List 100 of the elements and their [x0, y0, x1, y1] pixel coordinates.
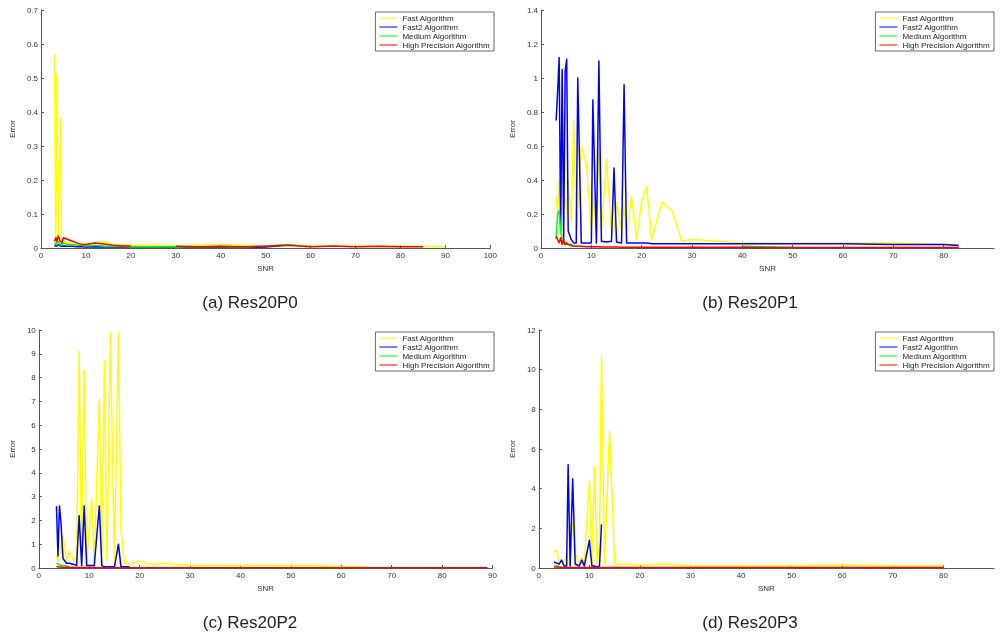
y-tick-label: 6 [31, 420, 37, 430]
x-tick-label: 40 [216, 250, 226, 260]
y-tick-label: 0.4 [526, 175, 539, 185]
x-axis-title: SNR [757, 583, 776, 593]
x-tick-label: 60 [837, 570, 848, 580]
x-tick-label: 90 [488, 570, 498, 580]
legend-label: Fast Algorithm [402, 13, 454, 23]
y-tick-label: 1 [31, 539, 37, 549]
x-tick-label: 30 [171, 250, 181, 260]
legend-label: High Precision Algorithm [402, 360, 490, 370]
y-tick-label: 10 [526, 365, 537, 375]
y-tick-label: 5 [31, 444, 37, 454]
legend-label: Fast2 Algorithm [902, 22, 959, 32]
legend-label: Medium Algorithm [902, 351, 967, 361]
x-tick-label: 50 [787, 570, 797, 580]
y-tick-label: 8 [31, 373, 37, 383]
legend-label: Fast Algorithm [902, 333, 954, 343]
legend-label: Fast2 Algorithm [902, 342, 959, 352]
x-tick-label: 20 [635, 570, 645, 580]
x-tick-label: 10 [584, 570, 595, 580]
legend-label: Fast2 Algorithm [402, 22, 459, 32]
x-tick-label: 80 [437, 570, 448, 580]
y-tick-label: 0.8 [526, 107, 539, 117]
y-tick-label: 2 [531, 523, 537, 533]
x-tick-label: 50 [286, 570, 296, 580]
x-tick-label: 100 [483, 250, 498, 260]
y-tick-label: 0.3 [26, 141, 39, 151]
x-tick-label: 30 [686, 570, 696, 580]
x-axis-title: SNR [257, 263, 275, 273]
x-tick-label: 10 [586, 250, 597, 260]
x-tick-label: 80 [938, 570, 949, 580]
x-tick-label: 70 [888, 250, 899, 260]
text: (d) Res20P3 [702, 613, 798, 632]
x-tick-label: 10 [81, 250, 91, 260]
x-tick-label: 20 [126, 250, 136, 260]
line-series [555, 56, 960, 247]
x-tick-label: 70 [351, 250, 361, 260]
legend-label: Medium Algorithm [402, 31, 467, 41]
y-tick-label: 9 [31, 349, 37, 359]
y-axis-title: Error [7, 439, 17, 458]
y-tick-label: 4 [31, 468, 37, 478]
y-tick-label: 0 [31, 563, 37, 573]
legend-label: Medium Algorithm [402, 351, 467, 361]
text: (a) Res20P0 [202, 293, 298, 312]
x-tick-label: 20 [135, 570, 145, 580]
line-series [55, 505, 131, 568]
x-tick-label: 60 [336, 570, 347, 580]
y-axis-title: Error [507, 119, 517, 138]
y-tick-label: 1 [533, 73, 539, 83]
y-tick-label: 0.1 [26, 209, 39, 219]
y-tick-label: 12 [526, 325, 537, 335]
x-tick-label: 70 [387, 570, 397, 580]
x-tick-label: 30 [687, 250, 698, 260]
y-tick-label: 0.4 [26, 107, 39, 117]
legend-label: High Precision Algorithm [902, 40, 990, 50]
x-tick-label: 30 [185, 570, 196, 580]
legend-label: Fast Algorithm [402, 333, 454, 343]
line-series [553, 464, 603, 568]
y-axis-title: Error [507, 439, 517, 458]
x-tick-label: 40 [236, 570, 246, 580]
y-tick-label: 3 [31, 492, 37, 502]
x-tick-label: 20 [637, 250, 647, 260]
legend-label: High Precision Algorithm [902, 360, 990, 370]
y-tick-label: 0 [531, 563, 537, 573]
line-series [53, 53, 447, 248]
y-axis-title: Error [7, 119, 17, 138]
text: (c) Res20P2 [202, 613, 298, 632]
line-series [55, 331, 368, 568]
y-tick-label: 0 [33, 243, 39, 253]
y-tick-label: 1.2 [526, 39, 539, 49]
y-tick-label: 0.6 [526, 141, 539, 151]
x-tick-label: 10 [84, 570, 95, 580]
legend-label: Medium Algorithm [902, 31, 967, 41]
x-tick-label: 50 [261, 250, 271, 260]
x-tick-label: 40 [736, 570, 747, 580]
y-tick-label: 10 [26, 325, 37, 335]
x-axis-title: SNR [759, 263, 777, 273]
y-tick-label: 4 [531, 484, 537, 494]
x-tick-label: 80 [939, 250, 949, 260]
y-tick-label: 0.6 [26, 39, 39, 49]
x-tick-label: 90 [440, 250, 451, 260]
y-tick-label: 8 [531, 404, 537, 414]
y-tick-label: 1.4 [526, 5, 539, 15]
line-series [555, 235, 960, 249]
x-tick-label: 60 [306, 250, 316, 260]
x-tick-label: 60 [838, 250, 848, 260]
text: (b) Res20P1 [702, 293, 798, 312]
y-tick-label: 0.5 [26, 73, 39, 83]
x-tick-label: 50 [788, 250, 798, 260]
x-axis-title: SNR [257, 583, 275, 593]
legend-label: Fast Algorithm [902, 13, 954, 23]
y-tick-label: 0 [533, 243, 539, 253]
x-tick-label: 80 [396, 250, 406, 260]
y-tick-label: 6 [531, 444, 537, 454]
y-tick-label: 7 [31, 396, 37, 406]
y-tick-label: 0.7 [26, 5, 39, 15]
legend-label: High Precision Algorithm [402, 40, 490, 50]
x-tick-label: 70 [888, 570, 898, 580]
y-tick-label: 2 [31, 515, 37, 525]
y-tick-label: 0.2 [526, 209, 539, 219]
